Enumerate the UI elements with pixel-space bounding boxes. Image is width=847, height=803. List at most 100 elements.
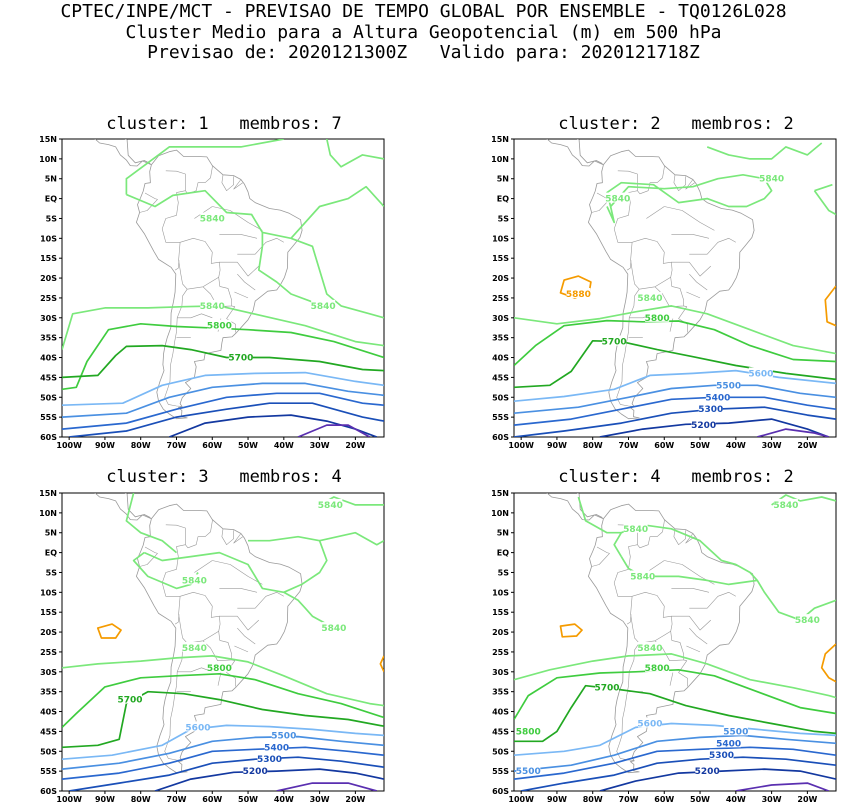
- contour-label-bg: [623, 522, 648, 533]
- lat-label: 30S: [40, 668, 57, 677]
- country-border: [237, 238, 284, 255]
- country-border: [174, 260, 180, 271]
- lon-label: 100W: [508, 441, 534, 450]
- country-border: [221, 528, 234, 545]
- lon-label: 20W: [345, 795, 365, 803]
- lat-label: 15N: [491, 135, 509, 144]
- country-border: [174, 614, 180, 625]
- coastline-south-america: [136, 149, 303, 420]
- country-border: [671, 588, 710, 593]
- map-panel-cluster-1: 15N 10N 5N EQ 5S 10S 15S 20S 25S 30S 35S 40S 45S 50S 5…: [39, 135, 385, 450]
- contour-label-bg: [200, 299, 225, 310]
- contour-label-bg: [773, 498, 798, 509]
- country-border: [219, 615, 260, 631]
- lon-label: 100W: [56, 441, 82, 450]
- lat-label: 5N: [497, 529, 509, 538]
- country-border: [210, 519, 213, 532]
- contour-label: 5880: [566, 290, 591, 300]
- country-border: [233, 179, 243, 190]
- contour-label-bg: [691, 419, 716, 430]
- contour-5400: [62, 746, 384, 780]
- country-border: [671, 261, 712, 277]
- lat-label: 25S: [40, 648, 57, 657]
- contour-5840: [62, 655, 384, 707]
- country-border: [237, 627, 256, 645]
- country-border: [626, 260, 632, 271]
- contour-label: 5300: [257, 755, 282, 765]
- contour-5800: [62, 672, 384, 729]
- country-border: [164, 289, 188, 407]
- coastline-central-america-east: [576, 493, 603, 518]
- contour-label-bg: [207, 661, 232, 672]
- lat-label: 10S: [40, 234, 57, 243]
- contour-5840: [577, 496, 622, 534]
- contour-label-bg: [705, 391, 730, 402]
- contour-label: 5400: [716, 739, 741, 749]
- lat-label: 55S: [40, 767, 57, 776]
- country-border: [654, 277, 684, 307]
- lon-label: 90W: [547, 795, 567, 803]
- lon-label: 60W: [654, 441, 674, 450]
- lat-label: 15S: [40, 254, 57, 263]
- contour-5500: [62, 735, 384, 770]
- header-line-1: CPTEC/INPE/MCT - PREVISAO DE TEMPO GLOBA…: [60, 1, 787, 22]
- contour-label: 5200: [691, 421, 716, 431]
- contour-5200: [599, 768, 836, 791]
- lon-label: 100W: [508, 795, 534, 803]
- contour-label-bg: [321, 622, 346, 633]
- contour-label-bg: [645, 311, 670, 322]
- lat-label: 35S: [492, 688, 509, 697]
- contour-label: 5200: [243, 767, 268, 777]
- country-border: [689, 238, 736, 255]
- contour-label: 5840: [759, 175, 784, 185]
- country-border: [161, 524, 188, 644]
- contour-5300: [69, 402, 384, 437]
- lon-label: 70W: [167, 441, 187, 450]
- contour-5700: [514, 684, 836, 743]
- country-border: [202, 631, 232, 661]
- lat-label: 15N: [39, 135, 57, 144]
- country-border: [637, 531, 663, 549]
- lat-label: 60S: [40, 433, 57, 442]
- country-border: [233, 533, 243, 544]
- lat-label: 25S: [492, 648, 509, 657]
- contour-label-bg: [595, 681, 620, 692]
- contour-label: 5840: [321, 624, 346, 634]
- contour-5400: [514, 746, 836, 780]
- contour-label: 5600: [637, 719, 662, 729]
- contour-label: 5840: [605, 195, 630, 205]
- lat-label: 25S: [492, 294, 509, 303]
- contour-label: 5500: [723, 727, 748, 737]
- country-border: [219, 261, 260, 277]
- contour-5840: [125, 493, 178, 554]
- contour-5840: [143, 551, 342, 629]
- contour-label: 5600: [748, 369, 773, 379]
- country-border: [662, 519, 665, 532]
- lon-label: 80W: [131, 795, 151, 803]
- map-content: 5840 5840 5840 5840 5840 5800 5700 5600 5500 5400…: [514, 493, 836, 791]
- coastline-central-america-east: [124, 139, 151, 164]
- contour-label-bg: [182, 574, 207, 585]
- country-border: [226, 305, 236, 333]
- contour-label: 5400: [705, 393, 730, 403]
- country-border: [678, 659, 688, 687]
- contour-label-bg: [516, 725, 541, 736]
- contour-5840: [290, 185, 384, 239]
- plot-frame: [513, 492, 837, 792]
- contour-5840: [606, 206, 616, 224]
- contour-5300: [514, 406, 836, 437]
- contour-5700: [62, 344, 384, 379]
- lat-label: 20S: [40, 274, 57, 283]
- country-border: [212, 206, 263, 231]
- header-line-2: Cluster Medio para a Altura Geopotencial…: [125, 22, 722, 43]
- lat-label: 30S: [492, 314, 509, 323]
- lat-label: 15S: [40, 608, 57, 617]
- country-border: [234, 645, 249, 653]
- lon-label: 80W: [583, 441, 603, 450]
- country-border: [226, 659, 236, 687]
- contour-5100: [735, 782, 830, 791]
- contour-label-bg: [516, 765, 541, 776]
- lon-label: 20W: [345, 441, 365, 450]
- contour-5840: [325, 139, 384, 168]
- country-border: [177, 667, 213, 673]
